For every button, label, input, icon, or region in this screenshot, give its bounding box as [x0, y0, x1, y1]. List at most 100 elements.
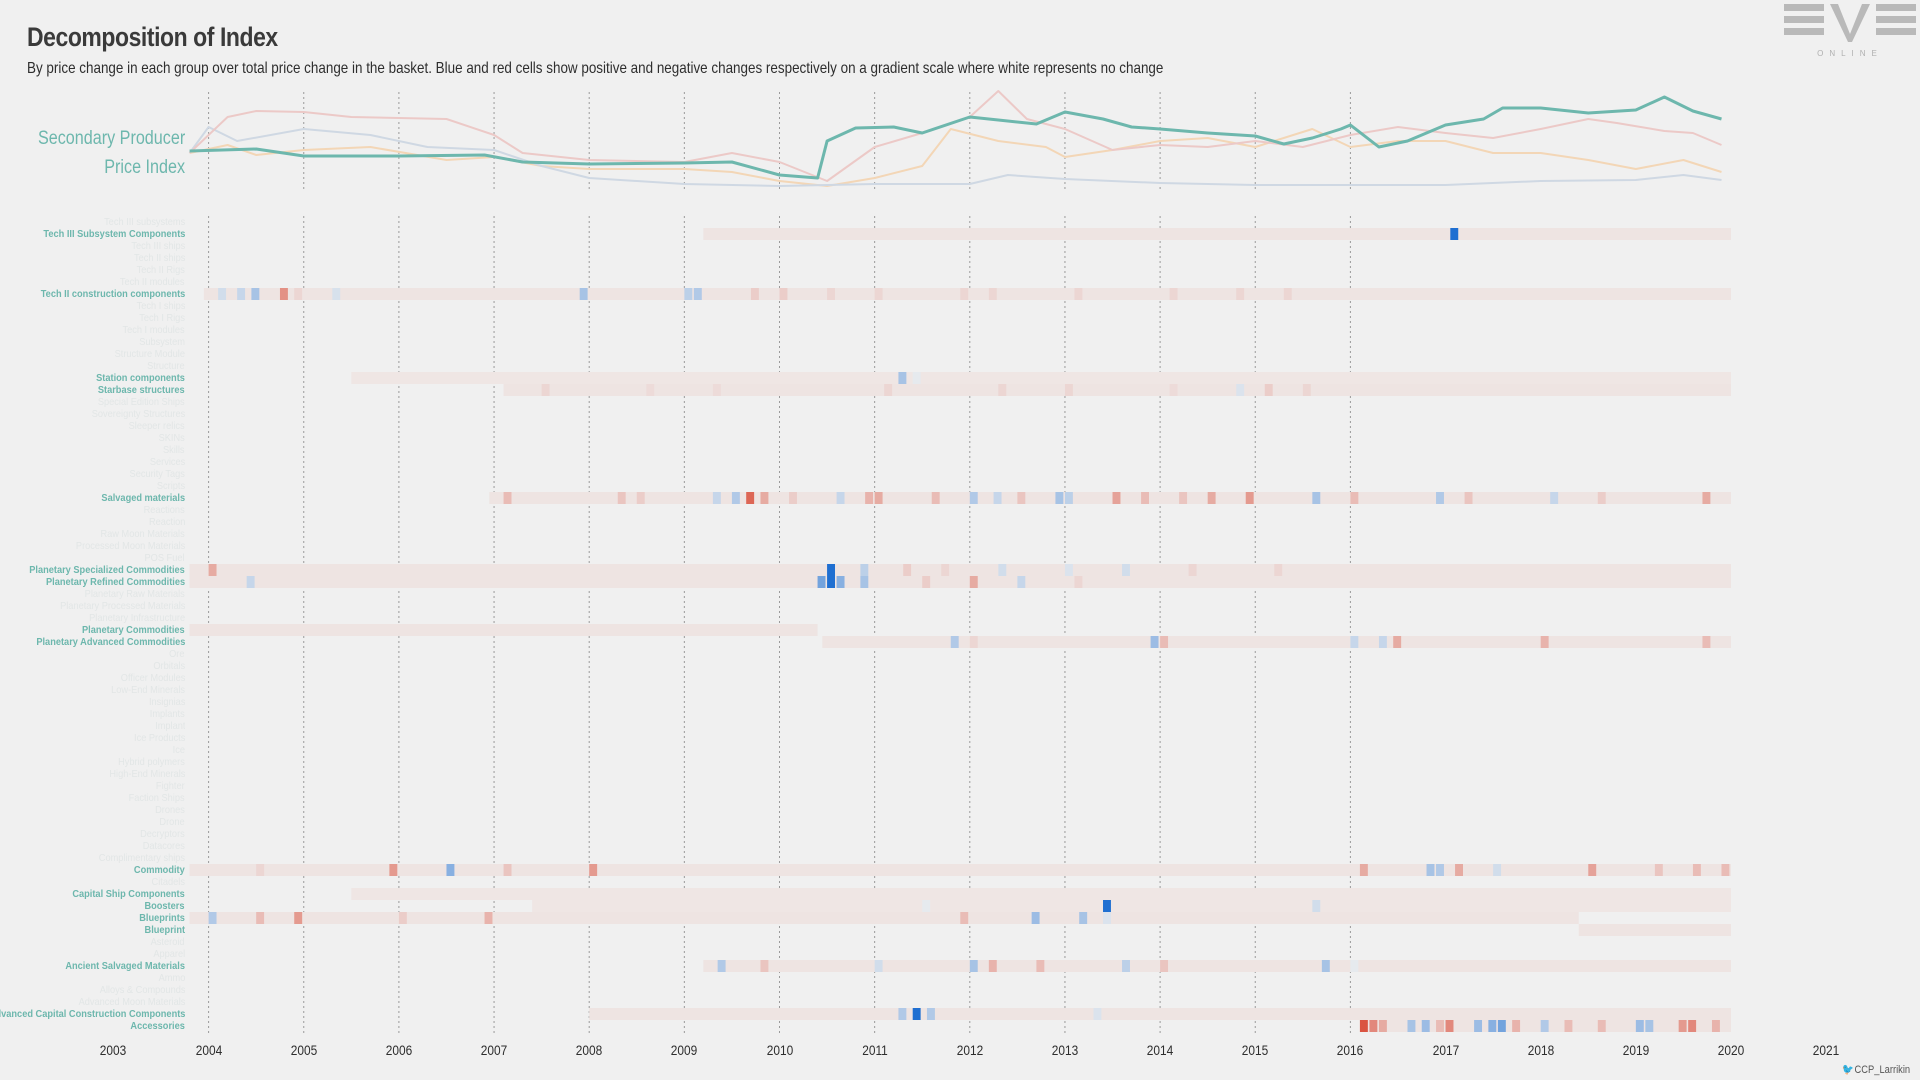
heatmap-cell [941, 564, 950, 576]
heatmap-cell [1464, 492, 1473, 504]
heatmap-cell [1302, 384, 1311, 396]
row-label-subsystem: Subsystem [139, 336, 185, 348]
heatmap-cell [1350, 492, 1359, 504]
row-label-ancient-salvaged-materials: Ancient Salvaged Materials [65, 960, 185, 972]
heatmap-cell [1321, 960, 1330, 972]
row-label-tech-ii-construction-components: Tech II construction components [40, 288, 185, 300]
year-tick-2006: 2006 [385, 1042, 413, 1058]
heatmap-cell [1169, 288, 1178, 300]
row-label-station-components: Station components [96, 372, 185, 384]
row-label-high-end-minerals: High-End Minerals [108, 768, 185, 780]
year-tick-2007: 2007 [480, 1042, 508, 1058]
heatmap-cell [1122, 960, 1130, 972]
heatmap-cell [484, 912, 493, 924]
row-label-structure: Structure [147, 360, 185, 372]
heatmap-cell [1421, 1020, 1430, 1032]
series-line-component-pink [188, 90, 1722, 182]
heatmap-cell [1312, 900, 1321, 912]
row-label-planetary-raw-materials: Planetary Raw Materials [84, 588, 185, 600]
heatmap-cell [860, 576, 869, 588]
year-tick-2015: 2015 [1242, 1042, 1269, 1058]
heatmap-cell [1455, 864, 1463, 876]
heatmap-cell [218, 288, 227, 300]
heatmap-cell [1074, 576, 1083, 588]
row-label-tech-ii-ships: Tech II ships [133, 252, 185, 264]
heatmap-row-starbase-structures [503, 384, 1732, 396]
year-tick-2018: 2018 [1527, 1042, 1554, 1058]
heatmap-cell [541, 384, 550, 396]
heatmap-cell [827, 564, 836, 576]
heatmap-cell [874, 492, 883, 504]
heatmap-cell [1122, 564, 1130, 576]
heatmap-cell [1711, 1020, 1720, 1032]
heatmap-cell [1112, 492, 1121, 504]
heatmap-cell [988, 288, 997, 300]
heatmap-cell [1635, 1020, 1644, 1032]
row-label-asteroid: Asteroid [151, 936, 185, 948]
heatmap-cell [332, 288, 341, 300]
heatmap-cell [237, 288, 246, 300]
heatmap-cell [251, 288, 260, 300]
heatmap-cell [693, 288, 702, 300]
heatmap-cell [1103, 900, 1111, 912]
heatmap-cell [1064, 492, 1073, 504]
heatmap-cell [1702, 492, 1711, 504]
heatmap-cell [1597, 1020, 1606, 1032]
heatmap-cell [1393, 636, 1402, 648]
heatmap-cell [1103, 912, 1111, 924]
heatmap-cell [950, 636, 959, 648]
heatmap-cell [1512, 1020, 1521, 1032]
heatmap-cell [1160, 960, 1169, 972]
heatmap-cell [836, 576, 845, 588]
heatmap-cell [1359, 864, 1368, 876]
heatmap-row-planetary-commodities [189, 624, 818, 636]
heatmap-cell [922, 900, 931, 912]
heatmap-cell [684, 288, 693, 300]
heatmap-cell [1207, 492, 1216, 504]
heatmap-cell [279, 288, 288, 300]
row-label-tech-i-modules: Tech I modules [122, 324, 185, 336]
heatmap-cell [760, 492, 769, 504]
year-tick-2009: 2009 [671, 1042, 698, 1058]
heatmap-cell [1702, 636, 1711, 648]
heatmap-cell [256, 864, 265, 876]
row-label-hybrid-polymers: Hybrid polymers [118, 756, 185, 768]
heatmap-cell [717, 960, 726, 972]
index-label-line1: Secondary Producer [37, 128, 185, 149]
author-credit[interactable]: 🐦CCP_Larrikin [1842, 1063, 1910, 1076]
heatmap-cell [1645, 1020, 1654, 1032]
row-label-reaction: Reaction [148, 516, 185, 528]
row-label-datacores: Datacores [142, 840, 185, 852]
row-label-officer-modules: Officer Modules [120, 672, 185, 684]
heatmap-cell [1359, 1020, 1368, 1032]
year-tick-2010: 2010 [766, 1042, 793, 1058]
heatmap-cell [1236, 288, 1245, 300]
heatmap-cell [589, 864, 598, 876]
heatmap-cell [1407, 1020, 1416, 1032]
heatmap-row-planetary-refined-commodities [189, 576, 1731, 588]
year-tick-2004: 2004 [195, 1042, 222, 1058]
heatmap-cell [1036, 960, 1045, 972]
heatmap-cell [903, 564, 912, 576]
row-label-ammo: Ammo [158, 972, 185, 984]
heatmap-cell [1055, 492, 1064, 504]
series-line-component-bluegray [188, 126, 1722, 187]
index-label-line2: Price Index [104, 157, 185, 178]
heatmap-cell [1540, 636, 1549, 648]
heatmap-cell [1654, 864, 1663, 876]
heatmap-cell [208, 564, 217, 576]
heatmap-cell [1497, 1020, 1506, 1032]
logo-subtext: ONLINE [1817, 49, 1883, 58]
row-label-reactions: Reactions [143, 504, 185, 516]
heatmap-cell [1436, 1020, 1444, 1032]
heatmap-cell [1031, 912, 1040, 924]
heatmap-cell [969, 492, 978, 504]
row-labels: Tech III subsystems Tech III Subsystem Co… [0, 0, 185, 1080]
row-label-advanced-moon-materials: Advanced Moon Materials [78, 996, 185, 1008]
heatmap-cell [1350, 960, 1359, 972]
heatmap-row-ancient-salvaged-materials [703, 960, 1731, 972]
heatmap-cell [1079, 912, 1088, 924]
heatmap-cell [1692, 864, 1701, 876]
heatmap-cell [1426, 864, 1435, 876]
